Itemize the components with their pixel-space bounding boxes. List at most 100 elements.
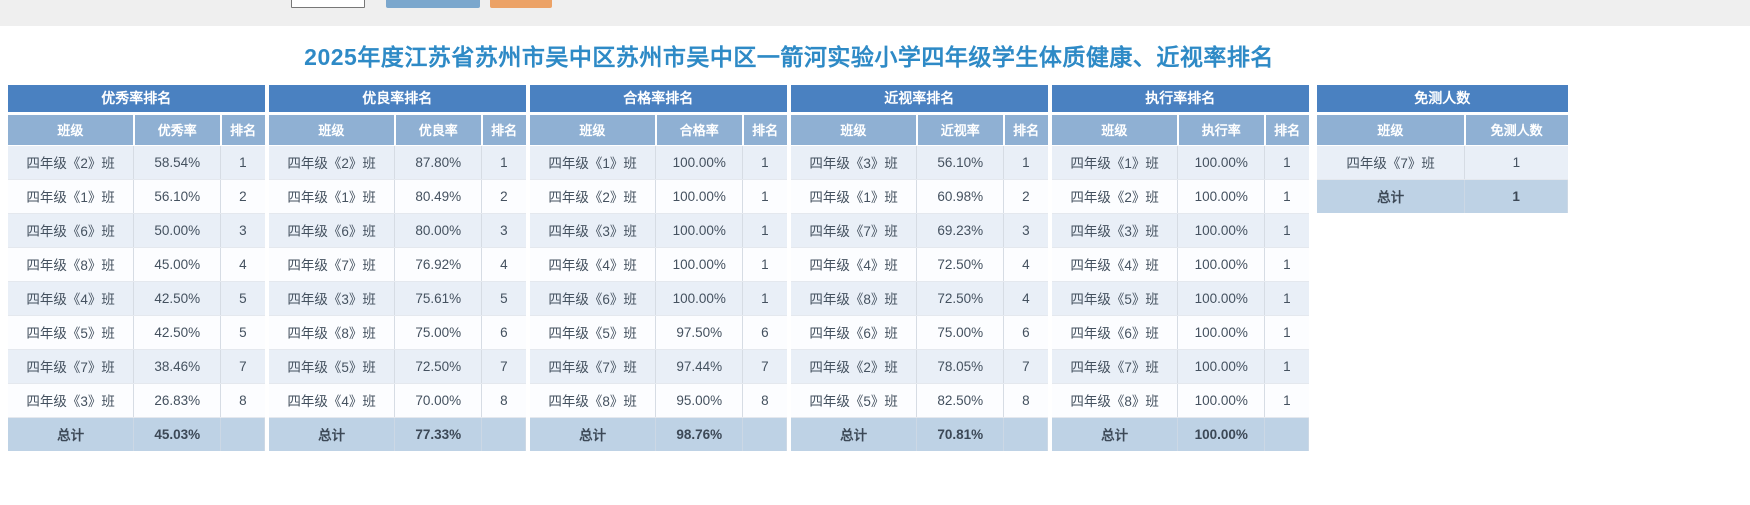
rank-cell: 3 — [481, 213, 526, 248]
table-row: 四年级《7》班 38.46% 7 — [8, 349, 265, 384]
value-cell: 60.98% — [916, 179, 1005, 214]
column-header: 近视率 — [916, 113, 1005, 146]
value-cell: 75.00% — [394, 315, 483, 350]
value-cell: 70.00% — [394, 383, 483, 418]
value-cell: 100.00% — [1177, 213, 1266, 248]
column-header: 优秀率 — [133, 113, 222, 146]
value-cell: 72.50% — [916, 281, 1005, 316]
total-value-cell: 98.76% — [655, 417, 744, 451]
column-header: 班级 — [269, 113, 396, 146]
class-name-cell: 四年级《6》班 — [791, 315, 918, 350]
class-name-cell: 四年级《7》班 — [1317, 145, 1466, 180]
value-cell: 95.00% — [655, 383, 744, 418]
value-cell: 100.00% — [655, 281, 744, 316]
value-cell: 100.00% — [655, 247, 744, 282]
class-name-cell: 四年级《2》班 — [269, 145, 396, 180]
table-myopia-rate: 近视率排名 班级 近视率 排名 四年级《3》班 56.10% 1 四年级《1》班 60.98% 2… — [791, 85, 1048, 451]
value-cell: 42.50% — [133, 315, 222, 350]
class-name-cell: 四年级《3》班 — [530, 213, 657, 248]
table-title-pass-rate: 合格率排名 — [530, 85, 787, 115]
rank-cell: 8 — [481, 383, 526, 418]
column-header: 免测人数 — [1464, 113, 1568, 146]
rank-cell: 4 — [1003, 247, 1048, 282]
value-cell: 80.49% — [394, 179, 483, 214]
table-row: 四年级《1》班 60.98% 2 — [791, 179, 1048, 214]
class-name-cell: 四年级《2》班 — [8, 145, 135, 180]
table-title-excellent-rate: 优秀率排名 — [8, 85, 265, 115]
table-title-myopia-rate: 近视率排名 — [791, 85, 1048, 115]
total-value-cell: 45.03% — [133, 417, 222, 451]
table-row: 四年级《5》班 42.50% 5 — [8, 315, 265, 350]
rank-cell: 5 — [220, 281, 265, 316]
class-name-cell: 四年级《5》班 — [8, 315, 135, 350]
topbar-primary-button[interactable] — [386, 0, 480, 8]
value-cell: 82.50% — [916, 383, 1005, 418]
table-row: 四年级《8》班 75.00% 6 — [269, 315, 526, 350]
rank-cell: 5 — [220, 315, 265, 350]
column-header: 排名 — [1264, 113, 1309, 146]
rank-cell: 1 — [1003, 145, 1048, 180]
table-row: 四年级《6》班 50.00% 3 — [8, 213, 265, 248]
table-row: 四年级《7》班 100.00% 1 — [1052, 349, 1309, 384]
rank-cell: 1 — [1264, 349, 1309, 384]
class-name-cell: 四年级《7》班 — [1052, 349, 1179, 384]
class-name-cell: 四年级《7》班 — [791, 213, 918, 248]
total-value-cell — [220, 417, 265, 451]
rank-cell: 1 — [742, 179, 787, 214]
total-label-cell: 总计 — [8, 417, 135, 451]
topbar-input[interactable] — [291, 0, 365, 8]
class-name-cell: 四年级《3》班 — [269, 281, 396, 316]
value-cell: 38.46% — [133, 349, 222, 384]
value-cell: 42.50% — [133, 281, 222, 316]
table-good-rate: 优良率排名 班级 优良率 排名 四年级《2》班 87.80% 1 四年级《1》班 80.49% 2… — [269, 85, 526, 451]
table-row: 四年级《7》班 76.92% 4 — [269, 247, 526, 282]
rank-cell: 1 — [1264, 145, 1309, 180]
class-name-cell: 四年级《3》班 — [1052, 213, 1179, 248]
value-cell: 56.10% — [916, 145, 1005, 180]
value-cell: 75.00% — [916, 315, 1005, 350]
table-row: 四年级《1》班 100.00% 1 — [1052, 145, 1309, 180]
table-row: 四年级《2》班 78.05% 7 — [791, 349, 1048, 384]
tables-row: 优秀率排名 班级 优秀率 排名 四年级《2》班 58.54% 1 四年级《1》班 56.10% 2… — [0, 85, 1750, 451]
value-cell: 80.00% — [394, 213, 483, 248]
rank-cell: 1 — [1264, 179, 1309, 214]
table-row: 四年级《3》班 75.61% 5 — [269, 281, 526, 316]
value-cell: 97.44% — [655, 349, 744, 384]
value-cell: 100.00% — [1177, 145, 1266, 180]
value-cell: 69.23% — [916, 213, 1005, 248]
class-name-cell: 四年级《5》班 — [530, 315, 657, 350]
class-name-cell: 四年级《8》班 — [269, 315, 396, 350]
table-row: 四年级《6》班 80.00% 3 — [269, 213, 526, 248]
table-row: 四年级《8》班 72.50% 4 — [791, 281, 1048, 316]
value-cell: 75.61% — [394, 281, 483, 316]
table-excellent-rate: 优秀率排名 班级 优秀率 排名 四年级《2》班 58.54% 1 四年级《1》班 56.10% 2… — [8, 85, 265, 451]
rank-cell: 4 — [1003, 281, 1048, 316]
column-header: 优良率 — [394, 113, 483, 146]
value-cell: 97.50% — [655, 315, 744, 350]
value-cell: 100.00% — [655, 179, 744, 214]
table-row: 四年级《4》班 70.00% 8 — [269, 383, 526, 418]
class-name-cell: 四年级《6》班 — [8, 213, 135, 248]
column-header: 班级 — [1052, 113, 1179, 146]
total-label-cell: 总计 — [269, 417, 396, 451]
rank-cell: 8 — [220, 383, 265, 418]
table-row: 四年级《3》班 100.00% 1 — [1052, 213, 1309, 248]
class-name-cell: 四年级《3》班 — [8, 383, 135, 418]
value-cell: 1 — [1464, 145, 1568, 180]
value-cell: 100.00% — [1177, 383, 1266, 418]
class-name-cell: 四年级《4》班 — [791, 247, 918, 282]
total-value-cell — [1003, 417, 1048, 451]
rank-cell: 4 — [481, 247, 526, 282]
topbar-secondary-button[interactable] — [490, 0, 552, 8]
class-name-cell: 四年级《8》班 — [1052, 383, 1179, 418]
rank-cell: 1 — [481, 145, 526, 180]
table-row: 四年级《6》班 75.00% 6 — [791, 315, 1048, 350]
column-header: 排名 — [742, 113, 787, 146]
rank-cell: 7 — [1003, 349, 1048, 384]
table-total-row: 总计 100.00% — [1052, 417, 1309, 451]
table-pass-rate: 合格率排名 班级 合格率 排名 四年级《1》班 100.00% 1 四年级《2》班 100.00… — [530, 85, 787, 451]
table-row: 四年级《2》班 87.80% 1 — [269, 145, 526, 180]
rank-cell: 1 — [220, 145, 265, 180]
value-cell: 26.83% — [133, 383, 222, 418]
column-header: 排名 — [481, 113, 526, 146]
